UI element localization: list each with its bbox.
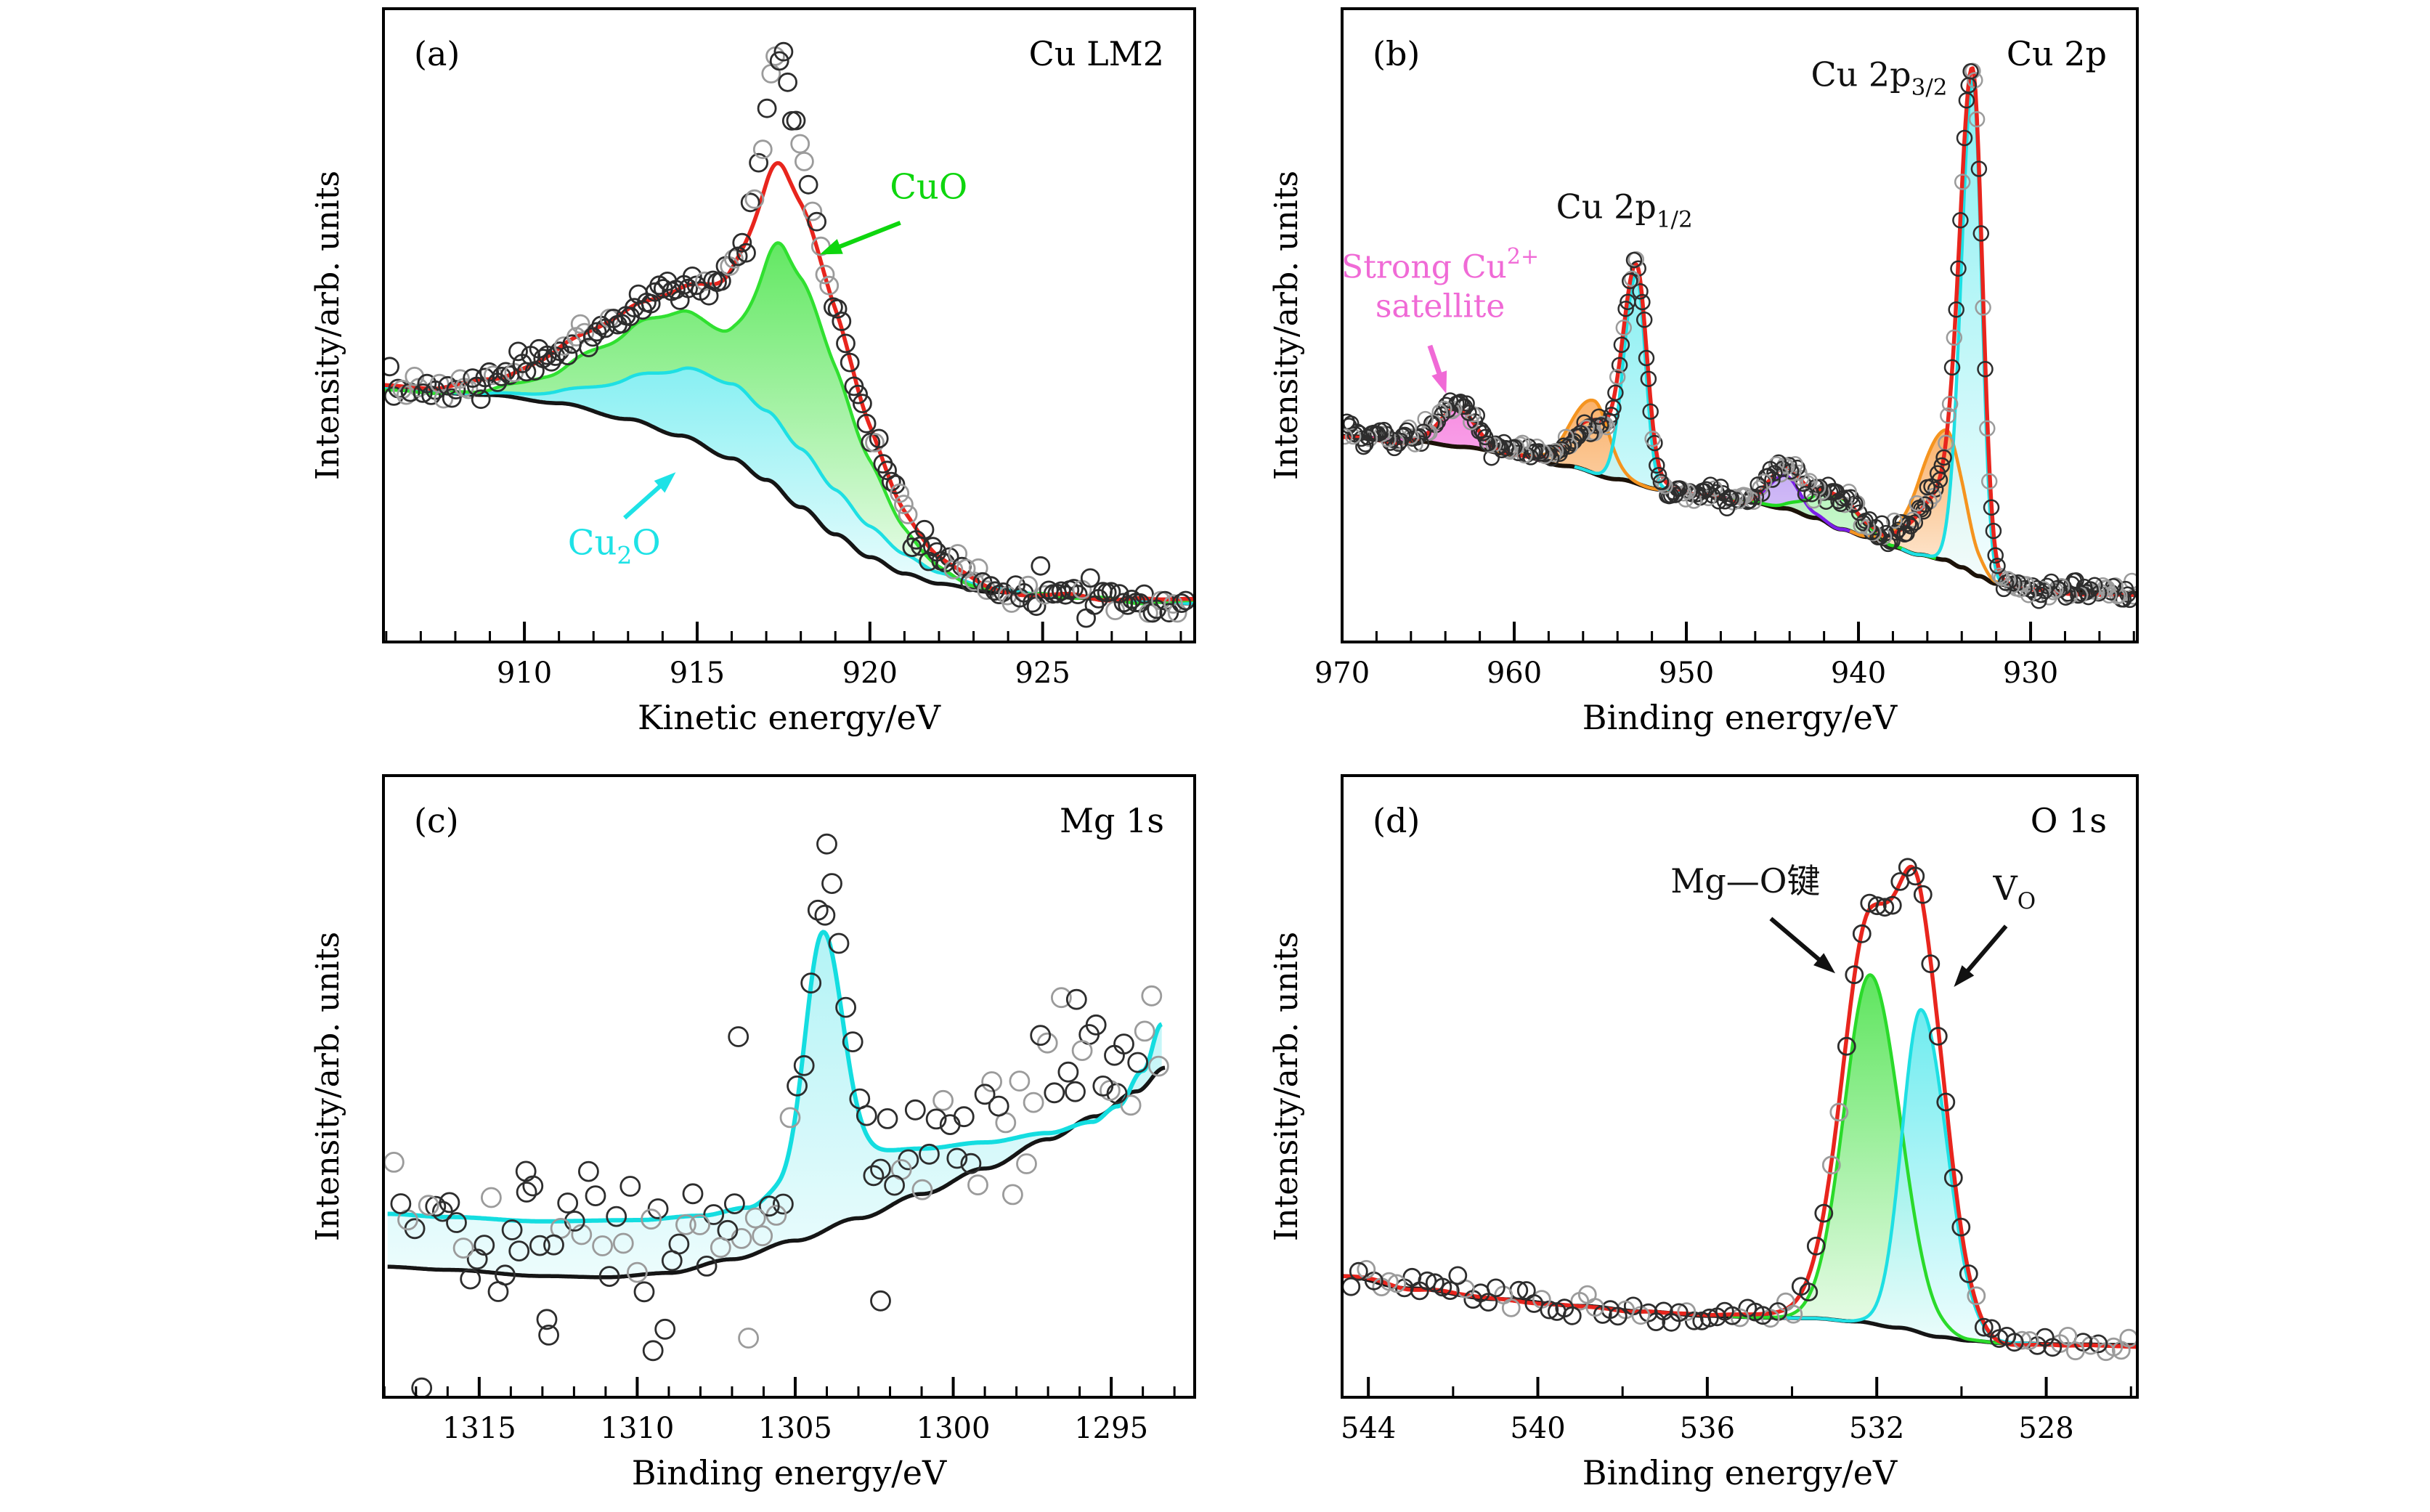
panel-b-scatter [1342,62,2137,609]
panel-c: 1295 1300 1305 1310 1315 Binding energy/eV Int… [309,774,1196,1492]
panel-a-x-axis: 910 915 920 925 [385,622,1182,690]
y-axis-title-a: Intensity/arb. units [309,171,346,480]
tick-label-544: 544 [1341,1412,1396,1445]
inner-label-b-1: Cu 2p1/2 [1556,187,1693,233]
panel-tag-c: (c) [414,801,459,840]
tick-label-1295: 1295 [1074,1412,1148,1445]
annotation-arrowhead [1954,965,1975,988]
tick-label-1310: 1310 [601,1412,675,1445]
x-axis-title-b: Binding energy/eV [1582,698,1898,737]
tick-label-532: 532 [1849,1412,1904,1445]
tick-label-1315: 1315 [442,1412,516,1445]
panel-d-x-axis: 528 532 536 540 544 [1341,1377,2132,1445]
x-axis-title-a: Kinetic energy/eV [638,698,941,737]
tick-label-536: 536 [1680,1412,1735,1445]
panel-frame [1341,774,2139,1399]
panel-a-plot-area [383,41,1195,628]
panel-a: 910 915 920 925 Kinetic energy/eV Intensity/a… [309,7,1196,737]
baseline-curve [1342,434,2137,596]
tick-label-970: 970 [1314,657,1370,690]
tick-label-1300: 1300 [917,1412,991,1445]
component-cuo [383,241,1195,606]
panel-c-plot-area [383,833,1169,1397]
tick-label-540: 540 [1510,1412,1565,1445]
baseline-curve [387,1065,1166,1280]
annotation-arrowhead [1431,370,1447,394]
panel-frame [382,774,1196,1399]
annotation-arrow [1769,916,1825,965]
annotation-arrow [1962,924,2008,977]
panel-title-b: Cu 2p [2007,34,2107,73]
component-mgo [1727,973,2014,1345]
panel-tag-a: (a) [414,34,460,73]
y-axis-title-d: Intensity/arb. units [1268,932,1305,1241]
tick-label-910: 910 [497,657,552,690]
envelope-curve [1342,66,2137,598]
panel-frame [382,7,1196,643]
panel-b: 930 940 950 960 970 Binding energy/eV Intensit… [1268,7,2139,737]
annotation-a-0: CuO [890,167,967,208]
panel-tag-b: (b) [1373,34,1420,73]
tick-label-1305: 1305 [758,1412,832,1445]
x-axis-title-d: Binding energy/eV [1582,1453,1898,1492]
panel-title-a: Cu LM2 [1029,34,1164,73]
tick-label-930: 930 [2003,657,2058,690]
panel-tag-d: (d) [1373,801,1420,840]
panel-a-scatter [383,41,1195,628]
tick-label-920: 920 [842,657,898,690]
fill-cuo [383,243,1195,604]
envelope-curve [1342,864,2137,1349]
annotation-arrowhead [1813,953,1836,974]
x-axis-title-c: Binding energy/eV [632,1453,947,1492]
tick-label-960: 960 [1487,657,1542,690]
panel-b-plot-area [1342,62,2137,609]
y-axis-title-b: Intensity/arb. units [1268,171,1305,480]
annotation-a-1: Cu2O [568,523,661,569]
panel-d-scatter [1342,858,2137,1362]
fill-pink [1368,408,1540,460]
panel-c-x-axis: 1295 1300 1305 1310 1315 [383,1377,1176,1445]
tick-label-940: 940 [1831,657,1886,690]
fill-cyan32 [1901,81,2048,590]
fill-mgo [1728,975,2012,1344]
inner-label-b-0: Cu 2p3/2 [1811,54,1947,100]
panel-d-plot-area [1342,858,2137,1362]
component-mgpeak [386,930,1163,1224]
annotation-arrow [623,481,666,520]
y-axis-title-c: Intensity/arb. units [309,932,346,1241]
tick-label-950: 950 [1659,657,1714,690]
annotation-d-1: VO [1992,869,2036,914]
annotation-arrowhead [819,239,843,255]
annotation-arrow [833,220,901,251]
annotation-b-1: satellite [1375,288,1505,325]
annotation-b-0: Strong Cu2+ [1341,244,1539,285]
tick-label-528: 528 [2018,1412,2073,1445]
panel-c-scatter [383,833,1169,1397]
panel-title-c: Mg 1s [1060,801,1164,840]
fill-cu2o [383,367,1195,603]
fill-orange2 [1850,430,2039,590]
annotation-arrowhead [654,472,676,493]
annotation-d-0: Mg—O键 [1670,861,1820,901]
panel-d: 528 532 536 540 544 Binding energy/eV Intensit… [1268,774,2139,1492]
tick-label-915: 915 [670,657,725,690]
tick-label-925: 925 [1015,657,1070,690]
fill-vo [1783,1009,2038,1344]
panel-b-x-axis: 930 940 950 960 970 [1314,622,2135,690]
panel-title-d: O 1s [2031,801,2107,840]
panel-frame [1341,7,2139,643]
fill-cyan12 [1574,274,1695,495]
fill-orange1 [1497,400,1678,492]
